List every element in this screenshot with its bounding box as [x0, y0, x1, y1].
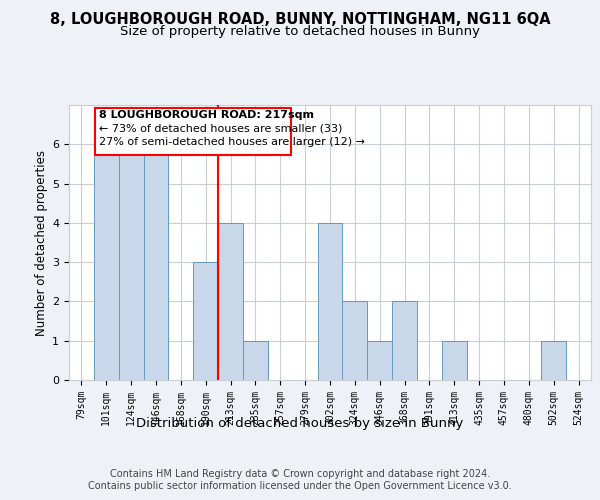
Bar: [392, 302, 417, 380]
Bar: [541, 340, 566, 380]
Text: 27% of semi-detached houses are larger (12) →: 27% of semi-detached houses are larger (…: [99, 136, 365, 146]
Text: ← 73% of detached houses are smaller (33): ← 73% of detached houses are smaller (33…: [99, 124, 342, 134]
Bar: [193, 262, 218, 380]
Bar: [95, 108, 292, 156]
Y-axis label: Number of detached properties: Number of detached properties: [35, 150, 48, 336]
Bar: [94, 144, 119, 380]
Text: Contains public sector information licensed under the Open Government Licence v3: Contains public sector information licen…: [88, 481, 512, 491]
Bar: [442, 340, 467, 380]
Text: Size of property relative to detached houses in Bunny: Size of property relative to detached ho…: [120, 25, 480, 38]
Text: 8 LOUGHBOROUGH ROAD: 217sqm: 8 LOUGHBOROUGH ROAD: 217sqm: [99, 110, 314, 120]
Bar: [343, 302, 367, 380]
Text: Distribution of detached houses by size in Bunny: Distribution of detached houses by size …: [136, 418, 464, 430]
Bar: [218, 223, 243, 380]
Bar: [243, 340, 268, 380]
Bar: [119, 144, 143, 380]
Bar: [317, 223, 343, 380]
Text: Contains HM Land Registry data © Crown copyright and database right 2024.: Contains HM Land Registry data © Crown c…: [110, 469, 490, 479]
Bar: [143, 144, 169, 380]
Text: 8, LOUGHBOROUGH ROAD, BUNNY, NOTTINGHAM, NG11 6QA: 8, LOUGHBOROUGH ROAD, BUNNY, NOTTINGHAM,…: [50, 12, 550, 28]
Bar: [367, 340, 392, 380]
